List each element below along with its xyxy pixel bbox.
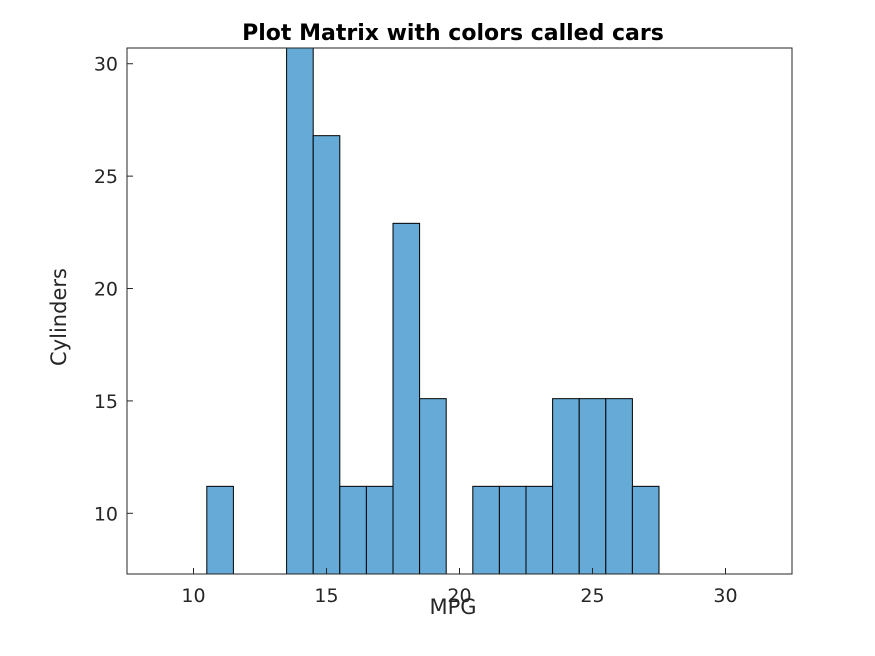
histogram-bar-1: [286, 47, 314, 575]
y-tick-label-1: 15: [94, 391, 118, 413]
histogram-bar-13: [631, 485, 660, 575]
x-tick-label-1: 15: [314, 585, 338, 607]
x-tick-label-3: 25: [580, 585, 604, 607]
bar-group: [206, 47, 660, 575]
histogram-bar-8: [498, 485, 527, 575]
y-axis-ticks: 10 15 20 25 30: [94, 54, 133, 525]
chart-title: Plot Matrix with colors called cars: [242, 21, 664, 46]
y-tick-label-4: 30: [94, 54, 118, 76]
x-axis-ticks: 10 15 20 25 30: [181, 568, 738, 607]
histogram-bar-5: [392, 222, 421, 575]
histogram-bar-10: [552, 398, 580, 575]
histogram-bar-0: [206, 485, 234, 575]
y-axis-label: Cylinders: [47, 268, 71, 366]
histogram-bar-3: [339, 485, 367, 575]
histogram-bar-7: [472, 485, 500, 575]
x-tick-label-0: 10: [181, 585, 205, 607]
histogram-bar-9: [525, 485, 554, 575]
histogram-bar-4: [365, 485, 394, 575]
histogram-bar-2: [312, 135, 341, 575]
histogram-bar-12: [605, 398, 633, 575]
x-axis-label: MPG: [429, 595, 476, 619]
x-tick-label-2: 20: [447, 585, 471, 607]
y-tick-label-0: 10: [94, 503, 118, 525]
y-tick-label-2: 20: [94, 279, 118, 301]
histogram-bar-6: [419, 398, 447, 575]
y-tick-label-3: 25: [94, 166, 118, 188]
histogram-bar-11: [578, 398, 607, 575]
x-tick-label-4: 30: [713, 585, 737, 607]
